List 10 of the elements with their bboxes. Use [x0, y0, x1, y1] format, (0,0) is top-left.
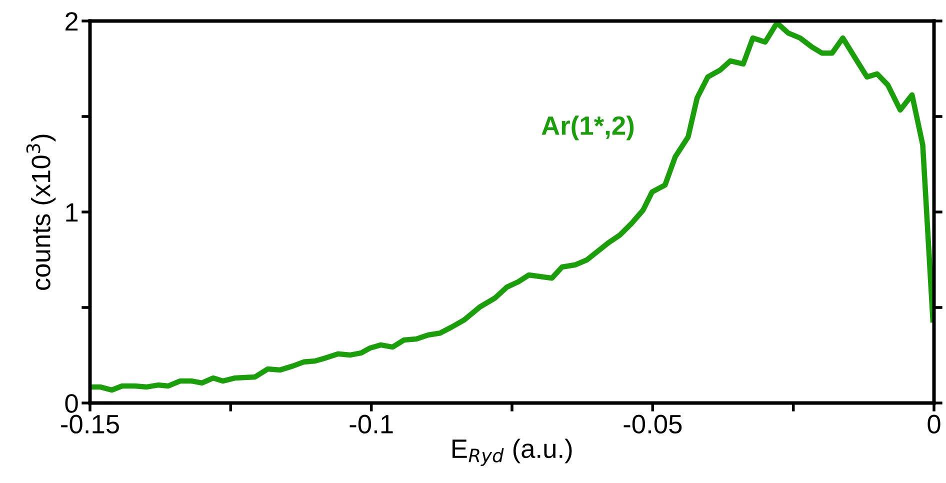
- x-tick-label: -0.05: [624, 414, 682, 434]
- x-tick-label: 0: [928, 414, 940, 434]
- y-tick-label: 2: [66, 12, 78, 31]
- x-tick-label: -0.1: [350, 414, 393, 434]
- x-tick-label: -0.15: [61, 414, 119, 434]
- y-tick-label: 1: [66, 203, 78, 222]
- y-axis-title: counts (x10$^{3}$): [26, 134, 56, 290]
- y-tick-label: 0: [65, 394, 78, 413]
- series-label: Ar(1*,2): [542, 116, 634, 140]
- x-axis-title: E$_{Ryd}$ (a.u.): [452, 438, 572, 466]
